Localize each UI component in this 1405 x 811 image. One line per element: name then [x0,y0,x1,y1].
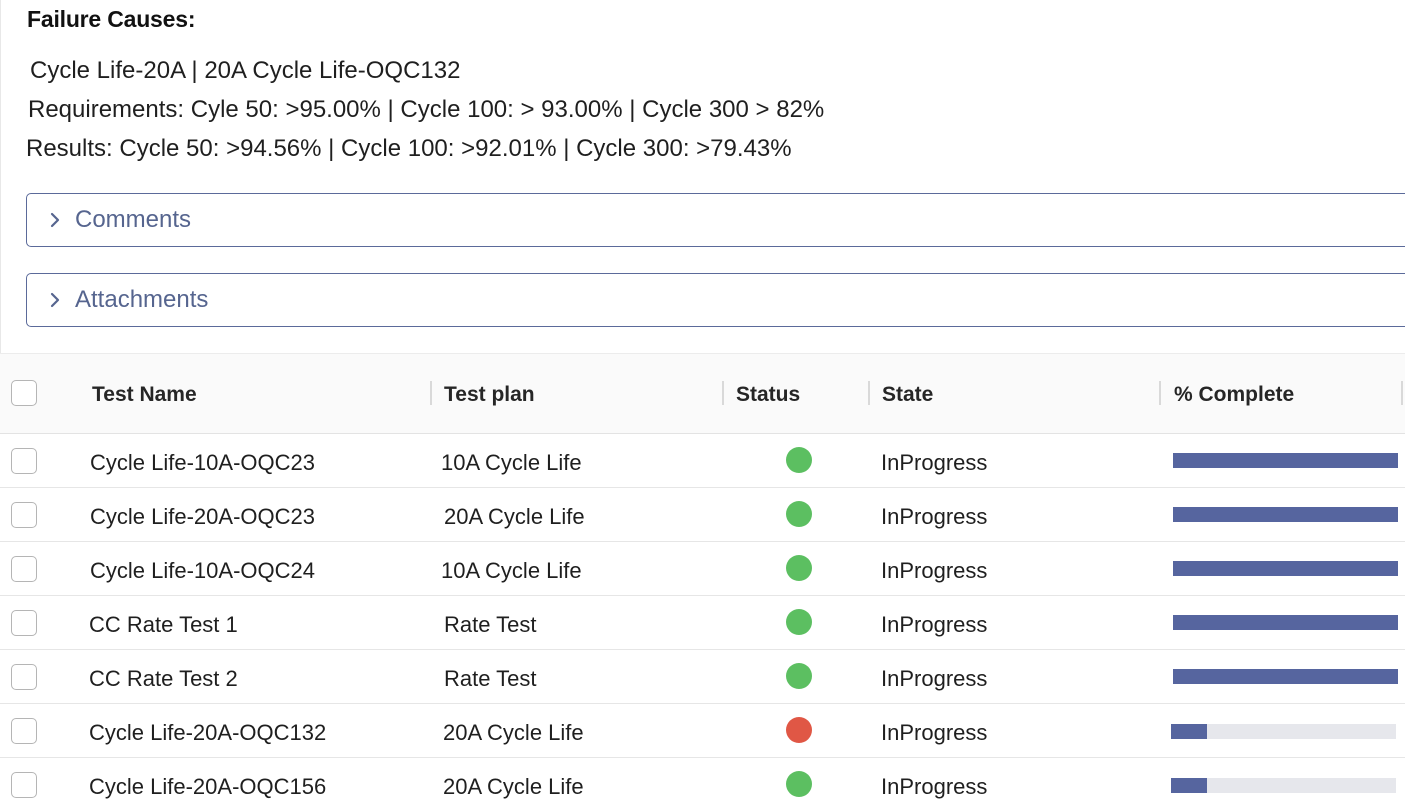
status-indicator-icon [786,717,812,743]
table-row[interactable]: CC Rate Test 1 Rate Test InProgress [0,596,1405,650]
table-row[interactable]: CC Rate Test 2 Rate Test InProgress [0,650,1405,704]
failure-test-line: Cycle Life-20A | 20A Cycle Life-OQC132 [30,57,461,84]
progress-bar [1171,778,1396,793]
cell-test-plan: 10A Cycle Life [441,558,582,583]
column-separator[interactable] [722,381,724,405]
failure-requirements-line: Requirements: Cyle 50: >95.00% | Cycle 1… [28,96,825,123]
status-indicator-icon [786,663,812,689]
column-header-state[interactable]: State [882,383,934,406]
cell-test-name[interactable]: Cycle Life-10A-OQC24 [90,558,315,583]
cell-test-name[interactable]: Cycle Life-20A-OQC23 [90,504,315,529]
table-row[interactable]: Cycle Life-10A-OQC24 10A Cycle Life InProg… [0,542,1405,596]
cell-test-name[interactable]: CC Rate Test 2 [89,666,238,691]
table-row[interactable]: Cycle Life-10A-OQC23 10A Cycle Life InProg… [0,434,1405,488]
cell-test-plan: 20A Cycle Life [443,774,584,799]
progress-bar-fill [1171,778,1207,793]
cell-state: InProgress [881,612,988,637]
select-all-checkbox[interactable] [11,380,37,406]
column-header-test-name[interactable]: Test Name [92,383,197,406]
column-header-test-plan[interactable]: Test plan [444,383,535,406]
column-header-status[interactable]: Status [736,383,801,406]
row-checkbox[interactable] [11,718,37,744]
progress-bar [1173,561,1398,576]
row-checkbox[interactable] [11,772,37,798]
table-row[interactable]: Cycle Life-20A-OQC156 20A Cycle Life InPro… [0,758,1405,811]
status-indicator-icon [786,609,812,635]
cell-test-name[interactable]: CC Rate Test 1 [89,612,238,637]
status-indicator-icon [786,501,812,527]
cell-test-plan: 20A Cycle Life [443,720,584,745]
progress-bar-fill [1173,507,1398,522]
cell-test-name[interactable]: Cycle Life-10A-OQC23 [90,450,315,475]
table-row[interactable]: Cycle Life-20A-OQC132 20A Cycle Life InPro… [0,704,1405,758]
progress-bar-fill [1173,561,1398,576]
status-indicator-icon [786,555,812,581]
cell-test-plan: 10A Cycle Life [441,450,582,475]
cell-state: InProgress [881,450,988,475]
column-separator[interactable] [1401,381,1403,405]
cell-test-plan: Rate Test [444,666,537,691]
progress-bar [1173,615,1398,630]
cell-test-name[interactable]: Cycle Life-20A-OQC156 [89,774,327,799]
cell-test-plan: 20A Cycle Life [444,504,585,529]
failure-causes-heading: Failure Causes: [27,6,196,32]
cell-state: InProgress [881,504,988,529]
progress-bar-fill [1173,615,1398,630]
column-separator[interactable] [1159,381,1161,405]
progress-bar-fill [1173,669,1398,684]
chevron-right-icon [47,212,63,228]
progress-bar [1173,453,1398,468]
comments-accordion-label: Comments [75,206,192,233]
row-checkbox[interactable] [11,502,37,528]
attachments-accordion-label: Attachments [75,286,209,313]
row-checkbox[interactable] [11,448,37,474]
progress-bar [1173,507,1398,522]
column-separator[interactable] [430,381,432,405]
row-checkbox[interactable] [11,610,37,636]
cell-test-plan: Rate Test [444,612,537,637]
progress-bar [1171,724,1396,739]
status-indicator-icon [786,447,812,473]
column-header-percent-complete[interactable]: % Complete [1174,383,1295,406]
cell-state: InProgress [881,774,988,799]
comments-accordion[interactable]: Comments [26,193,1405,247]
table-header: Test Name Test plan Status State % Compl… [0,353,1405,434]
status-indicator-icon [786,771,812,797]
cell-state: InProgress [881,720,988,745]
cell-test-name[interactable]: Cycle Life-20A-OQC132 [89,720,327,745]
column-separator[interactable] [868,381,870,405]
cell-state: InProgress [881,666,988,691]
progress-bar-fill [1173,453,1398,468]
progress-bar-fill [1171,724,1207,739]
attachments-accordion[interactable]: Attachments [26,273,1405,327]
cell-state: InProgress [881,558,988,583]
row-checkbox[interactable] [11,556,37,582]
row-checkbox[interactable] [11,664,37,690]
failure-results-line: Results: Cycle 50: >94.56% | Cycle 100: … [26,135,792,162]
chevron-right-icon [47,292,63,308]
progress-bar [1173,669,1398,684]
table-row[interactable]: Cycle Life-20A-OQC23 20A Cycle Life InProg… [0,488,1405,542]
